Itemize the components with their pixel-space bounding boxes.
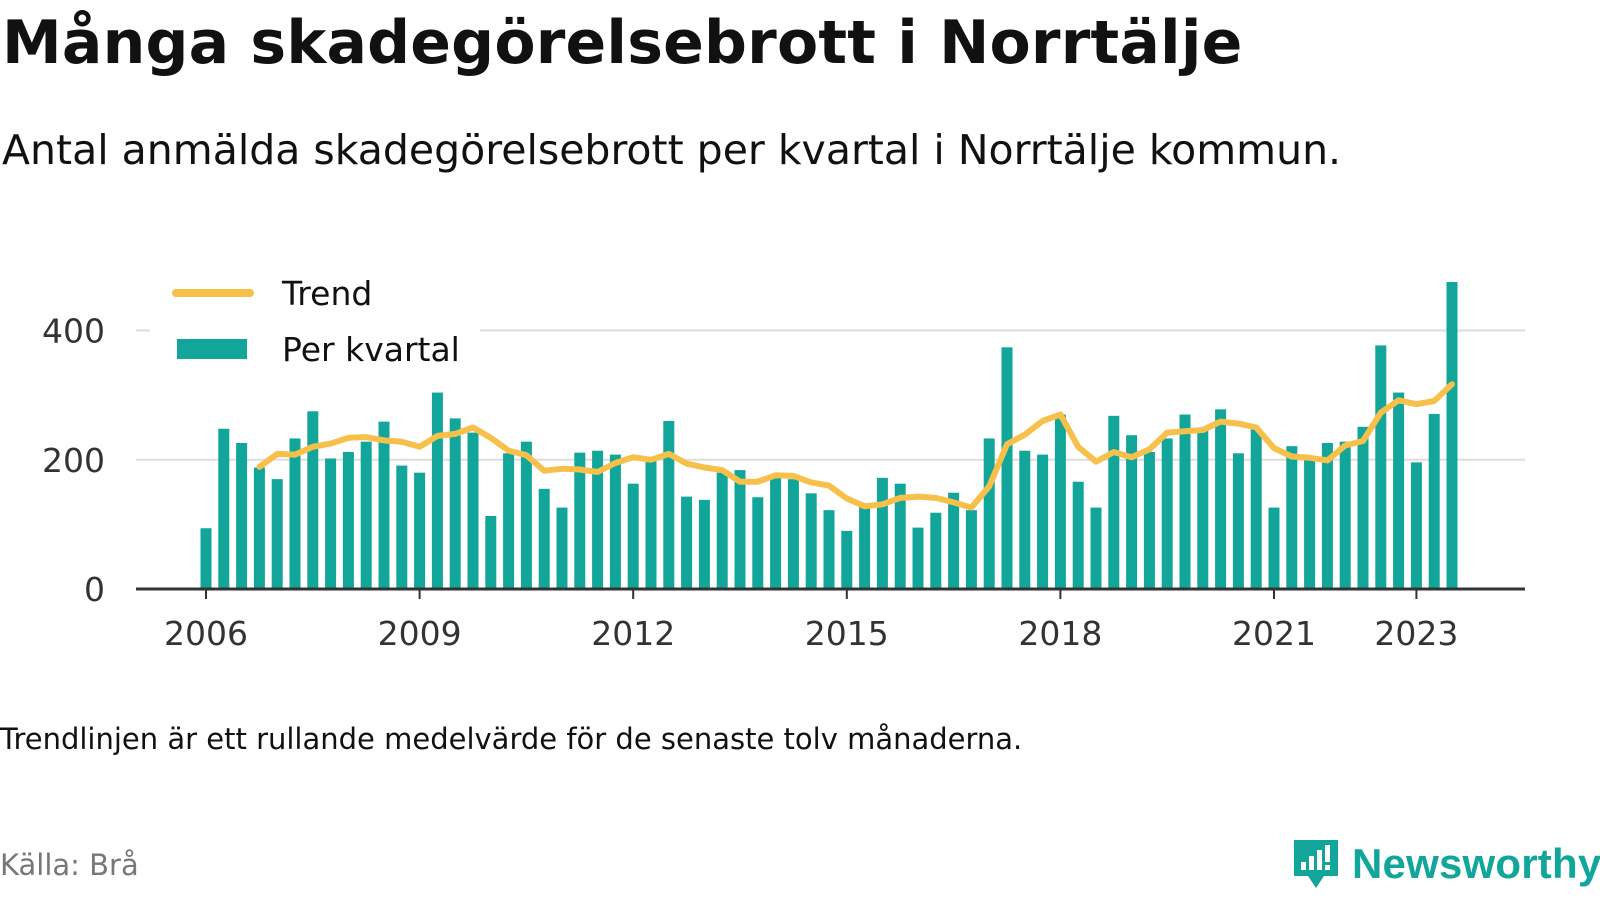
bar xyxy=(396,465,408,589)
bar xyxy=(1339,441,1351,589)
bar xyxy=(1037,454,1049,589)
bar xyxy=(1375,345,1387,589)
newsworthy-logo-icon xyxy=(1294,840,1338,888)
bar xyxy=(449,418,461,589)
bar xyxy=(912,527,924,589)
bar xyxy=(983,438,995,589)
bar xyxy=(218,428,230,589)
bar xyxy=(1268,507,1280,589)
bar xyxy=(503,453,515,589)
bar xyxy=(1446,282,1458,589)
bar xyxy=(1357,426,1369,589)
bar xyxy=(378,421,390,589)
bar xyxy=(360,441,372,589)
footnote: Trendlinjen är ett rullande medelvärde f… xyxy=(0,722,1023,756)
bar xyxy=(770,477,782,589)
bar xyxy=(1250,429,1262,589)
bar xyxy=(574,452,586,589)
bar xyxy=(1019,450,1031,589)
x-tick-label: 2012 xyxy=(591,614,675,653)
bar xyxy=(698,499,710,589)
bar xyxy=(467,432,479,589)
legend: Trend Per kvartal xyxy=(150,262,480,380)
bar xyxy=(271,479,283,589)
bar xyxy=(1286,446,1298,589)
bar xyxy=(752,497,764,589)
bar xyxy=(1232,453,1244,589)
x-tick-label: 2015 xyxy=(805,614,889,653)
bar xyxy=(1126,435,1138,589)
x-tick-label: 2021 xyxy=(1232,614,1316,653)
bar-line-chart: 0 200 400 2006 2009 2012 2015 2018 2021 2023 Tren… xyxy=(42,262,1525,653)
bar xyxy=(1410,462,1422,589)
bar xyxy=(1161,438,1173,589)
bar xyxy=(307,411,319,589)
bar xyxy=(965,510,977,589)
bar xyxy=(289,438,301,589)
brand-logo: Newsworthy xyxy=(1290,838,1600,890)
x-tick-label: 2018 xyxy=(1018,614,1102,653)
bar xyxy=(1054,414,1066,589)
y-tick-label: 400 xyxy=(42,312,105,351)
bar xyxy=(1304,457,1316,589)
x-tick-label: 2006 xyxy=(164,614,248,653)
y-tick-label: 200 xyxy=(42,441,105,480)
trend-layer xyxy=(256,381,1455,511)
legend-bars-label: Per kvartal xyxy=(282,330,460,369)
bar xyxy=(556,507,568,589)
bar xyxy=(1197,428,1209,589)
bar xyxy=(1215,409,1227,589)
bar xyxy=(859,506,871,589)
bar xyxy=(609,454,621,589)
bar xyxy=(1072,481,1084,589)
bar xyxy=(325,458,337,589)
bar xyxy=(894,483,906,589)
chart-title: Många skadegörelsebrott i Norrtälje xyxy=(2,8,1243,78)
bar xyxy=(1428,413,1440,589)
trend-line xyxy=(256,381,1455,511)
brand-name: Newsworthy xyxy=(1352,840,1600,887)
bar xyxy=(485,515,497,589)
bar xyxy=(841,530,853,589)
bar xyxy=(1108,415,1120,589)
bar xyxy=(520,441,532,589)
bar xyxy=(645,461,657,589)
chart-subtitle: Antal anmälda skadegörelsebrott per kvar… xyxy=(2,126,1342,174)
source-label: Källa: Brå xyxy=(0,848,139,882)
bar xyxy=(1001,347,1013,589)
bar xyxy=(876,477,888,589)
bar xyxy=(1179,414,1191,589)
bar xyxy=(681,496,693,589)
axis-layer: 0 200 400 2006 2009 2012 2015 2018 2021 2023 xyxy=(42,312,1525,653)
bar xyxy=(716,472,728,589)
bar xyxy=(663,420,675,589)
bar xyxy=(627,483,639,589)
legend-backdrop xyxy=(150,262,480,380)
bar xyxy=(787,479,799,589)
bar xyxy=(538,488,550,589)
bar xyxy=(431,392,443,589)
bar xyxy=(253,467,265,589)
bar xyxy=(1321,442,1333,589)
bar xyxy=(1393,392,1405,589)
legend-bars-swatch xyxy=(177,339,247,359)
bar xyxy=(414,472,426,589)
legend-trend-label: Trend xyxy=(281,274,372,313)
bar xyxy=(930,512,942,589)
bar xyxy=(948,492,960,589)
bar xyxy=(805,493,817,589)
bar xyxy=(236,442,248,589)
x-tick-label: 2023 xyxy=(1374,614,1458,653)
bar xyxy=(823,510,835,589)
y-tick-label: 0 xyxy=(84,570,105,609)
bar xyxy=(1090,507,1102,589)
bar xyxy=(592,450,604,589)
bar xyxy=(200,528,212,589)
bar xyxy=(734,470,746,589)
bar xyxy=(1143,452,1155,589)
x-tick-label: 2009 xyxy=(378,614,462,653)
bar xyxy=(342,452,354,589)
bars-layer xyxy=(200,282,1458,589)
